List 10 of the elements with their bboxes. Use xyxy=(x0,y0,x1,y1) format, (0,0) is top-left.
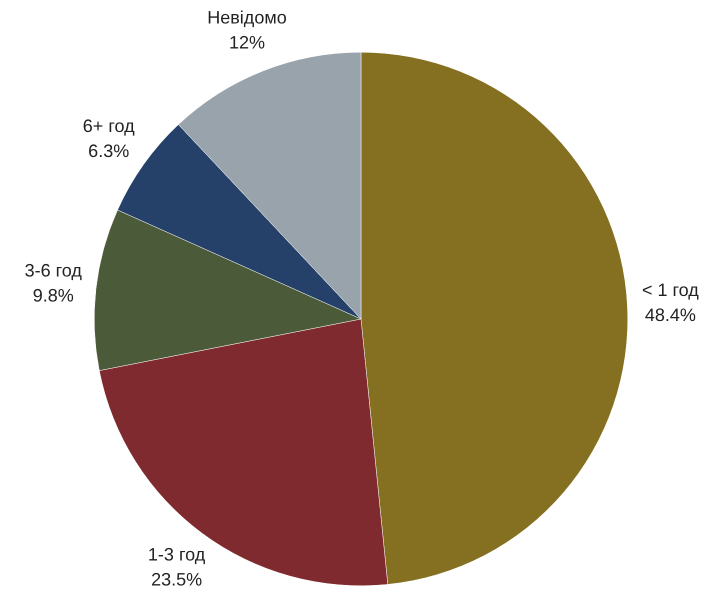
slice-label: Невідомо xyxy=(207,7,287,28)
slice-label: 3-6 год xyxy=(24,260,82,281)
data-label: 9.8% xyxy=(32,286,74,306)
data-label: 48.4% xyxy=(644,304,696,325)
data-label: 23.5% xyxy=(151,569,202,590)
slice-label: < 1 год xyxy=(642,280,700,300)
data-label: 6.3% xyxy=(88,140,130,161)
data-label: 12% xyxy=(228,32,265,52)
slice-label: 6+ год xyxy=(82,116,136,136)
slice-label: 1-3 год xyxy=(148,544,206,564)
